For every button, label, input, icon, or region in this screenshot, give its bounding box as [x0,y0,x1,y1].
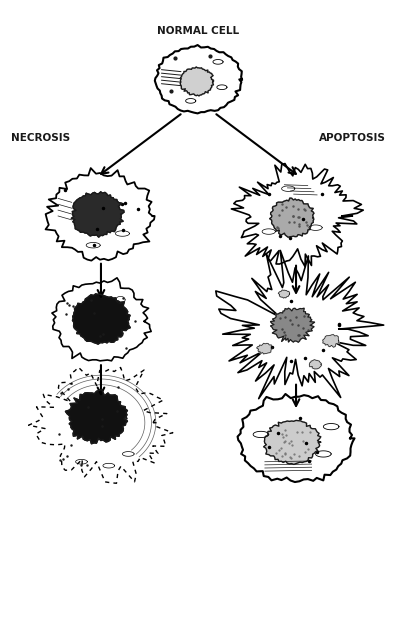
Polygon shape [256,344,272,354]
Polygon shape [73,294,130,344]
Polygon shape [270,308,315,342]
Text: APOPTOSIS: APOPTOSIS [319,133,386,143]
Polygon shape [323,335,339,347]
Polygon shape [180,67,214,96]
Polygon shape [278,290,289,298]
Text: NORMAL CELL: NORMAL CELL [158,26,239,36]
Polygon shape [66,389,127,444]
Polygon shape [264,421,321,465]
Polygon shape [309,360,322,369]
Text: NECROSIS: NECROSIS [11,133,70,143]
Polygon shape [71,192,124,237]
Polygon shape [270,198,314,237]
